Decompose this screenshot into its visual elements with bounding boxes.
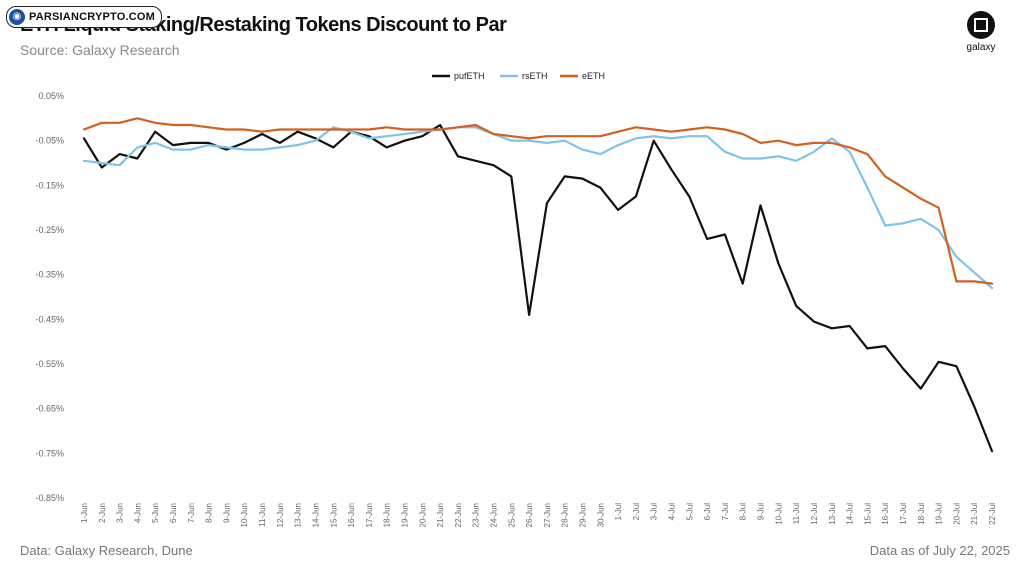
legend-label-eeth: eETH [582,71,605,81]
footer-source: Data: Galaxy Research, Dune [20,543,193,558]
watermark: ◉ PARSIANCRYPTO.COM [6,6,163,28]
x-tick-label: 19-Jul [935,503,944,525]
y-tick-label: 0.05% [38,91,64,101]
x-tick-label: 16-Jun [347,503,356,527]
x-tick-label: 28-Jun [561,503,570,527]
page-subtitle: Source: Galaxy Research [20,42,180,58]
x-tick-label: 7-Jul [721,503,730,521]
x-tick-label: 1-Jun [80,503,89,523]
x-tick-label: 5-Jul [685,503,694,521]
x-tick-label: 9-Jul [757,503,766,521]
x-tick-label: 21-Jul [970,503,979,525]
galaxy-logo-icon [967,11,995,39]
x-tick-label: 3-Jun [116,503,125,523]
x-tick-label: 6-Jun [169,503,178,523]
x-tick-label: 4-Jun [133,503,142,523]
y-tick-label: -0.45% [35,314,64,324]
x-tick-label: 22-Jul [988,503,997,525]
x-tick-label: 11-Jun [258,503,267,527]
x-tick-label: 10-Jun [240,503,249,527]
x-tick-label: 30-Jun [596,503,605,527]
x-tick-label: 18-Jun [383,503,392,527]
x-tick-label: 14-Jun [311,503,320,527]
y-tick-label: -0.25% [35,225,64,235]
x-tick-label: 6-Jul [703,503,712,521]
y-tick-label: -0.15% [35,180,64,190]
footer-date: Data as of July 22, 2025 [869,543,1010,558]
x-tick-label: 24-Jun [489,503,498,527]
x-tick-label: 26-Jun [525,503,534,527]
chart-legend: pufETH rsETH eETH [432,71,605,81]
x-tick-label: 10-Jul [774,503,783,525]
x-tick-label: 15-Jul [863,503,872,525]
x-tick-label: 22-Jun [454,503,463,527]
x-tick-label: 29-Jun [579,503,588,527]
y-axis: 0.05% -0.05% -0.15% -0.25% -0.35% -0.45% -0.55… [35,91,64,503]
x-tick-label: 19-Jun [400,503,409,527]
legend-label-rseth: rsETH [522,71,548,81]
x-tick-label: 8-Jul [739,503,748,521]
x-tick-label: 16-Jul [881,503,890,525]
x-tick-label: 5-Jun [151,503,160,523]
y-tick-label: -0.05% [35,136,64,146]
x-tick-label: 17-Jul [899,503,908,525]
x-tick-label: 20-Jun [418,503,427,527]
x-tick-label: 9-Jun [222,503,231,523]
x-axis: 1-Jun 2-Jun 3-Jun 4-Jun 5-Jun 6-Jun 7-Jun 8-Jun… [80,503,997,528]
x-tick-label: 14-Jul [846,503,855,525]
x-tick-label: 13-Jun [294,503,303,527]
y-tick-label: -0.75% [35,448,64,458]
y-tick-label: -0.55% [35,359,64,369]
x-tick-label: 15-Jun [329,503,338,527]
series-line-pufeth [82,123,994,453]
chart-series [82,117,994,453]
x-tick-label: 25-Jun [507,503,516,527]
x-tick-label: 13-Jul [828,503,837,525]
x-tick-label: 21-Jun [436,503,445,527]
logo-text: galaxy [966,42,996,53]
x-tick-label: 4-Jul [668,503,677,521]
x-tick-label: 20-Jul [952,503,961,525]
x-tick-label: 18-Jul [917,503,926,525]
x-tick-label: 8-Jun [205,503,214,523]
x-tick-label: 11-Jul [792,503,801,524]
y-tick-label: -0.65% [35,404,64,414]
x-tick-label: 23-Jun [472,503,481,527]
globe-icon: ◉ [9,9,25,25]
y-tick-label: -0.35% [35,270,64,280]
x-tick-label: 2-Jun [98,503,107,523]
y-tick-label: -0.85% [35,493,64,503]
series-line-eeth [82,117,994,285]
x-tick-label: 2-Jul [632,503,641,521]
x-tick-label: 7-Jun [187,503,196,523]
legend-label-pufeth: pufETH [454,71,485,81]
galaxy-logo: galaxy [958,10,1004,53]
x-tick-label: 1-Jul [614,503,623,521]
watermark-text: PARSIANCRYPTO.COM [29,11,156,23]
x-tick-label: 3-Jul [650,503,659,521]
x-tick-label: 17-Jun [365,503,374,527]
x-tick-label: 12-Jun [276,503,285,527]
x-tick-label: 27-Jun [543,503,552,527]
x-tick-label: 12-Jul [810,503,819,525]
